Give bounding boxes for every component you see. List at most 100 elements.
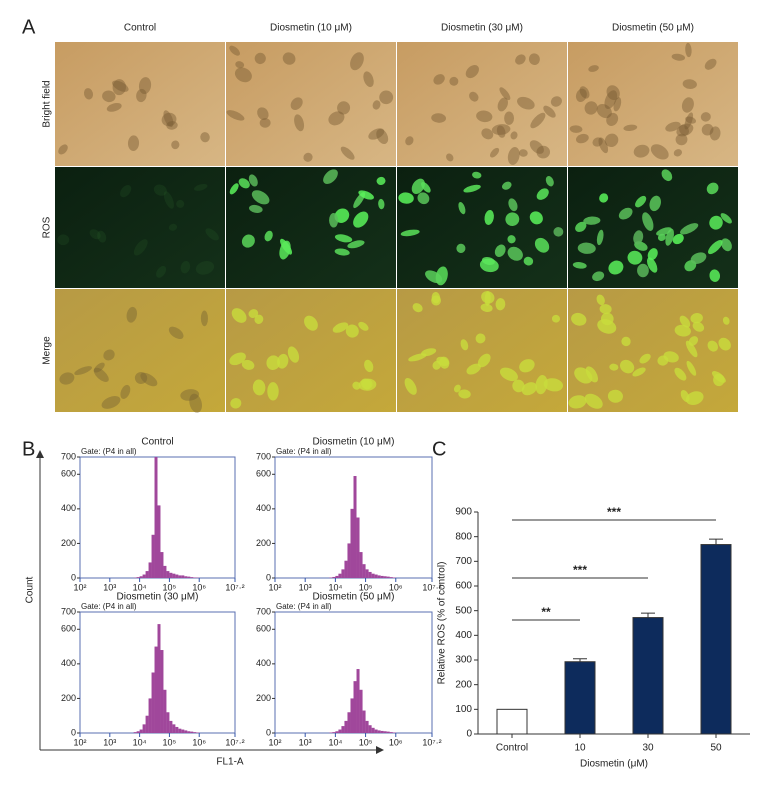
cell (504, 111, 515, 125)
x-tick-label: 10⁶ (192, 582, 206, 592)
y-tick-label: 0 (266, 572, 271, 582)
x-axis-label: Diosmetin (μM) (580, 759, 648, 770)
cell (136, 88, 147, 103)
cell (267, 382, 279, 401)
cell (491, 124, 511, 135)
y-tick-label: 600 (61, 624, 76, 634)
x-tick-label: 10⁴ (328, 582, 342, 592)
histogram-bar (145, 571, 149, 578)
significance-label: *** (607, 505, 621, 519)
cell (551, 314, 561, 323)
cell (604, 133, 619, 148)
histogram-bar (347, 712, 351, 733)
y-tick-label: 0 (71, 572, 76, 582)
histogram-bar (383, 731, 387, 733)
cell (166, 121, 178, 130)
cell (329, 213, 339, 228)
cell (512, 379, 525, 393)
cell (676, 123, 694, 137)
cell (627, 250, 643, 265)
x-tick-label: 10⁴ (133, 737, 147, 747)
x-axis-label: FL1-A (216, 757, 244, 768)
cell (534, 237, 550, 253)
cell (633, 144, 650, 158)
cell (323, 169, 338, 184)
histogram-bar (389, 732, 393, 733)
histogram-bar (359, 689, 363, 733)
cell (675, 133, 688, 146)
cell (417, 192, 430, 205)
cell (519, 359, 535, 373)
x-tick-label: 10² (268, 582, 281, 592)
x-tick-label: 10⁴ (328, 737, 342, 747)
x-tick-label: 10⁷·² (225, 737, 244, 747)
cell (523, 256, 534, 266)
cell (431, 291, 441, 304)
cell (508, 198, 518, 212)
histogram-bar (374, 574, 378, 578)
cell (621, 336, 631, 347)
cell (229, 183, 239, 195)
cell (671, 53, 686, 61)
cell (332, 322, 349, 333)
cell (290, 97, 303, 110)
histogram-bar (386, 576, 390, 578)
cell (59, 372, 75, 385)
cell (347, 240, 365, 249)
micrograph (226, 289, 396, 412)
histogram-bar (335, 731, 339, 733)
cell (639, 353, 651, 364)
cell (294, 114, 305, 132)
cell (685, 391, 704, 406)
histogram-bar (353, 681, 357, 733)
histogram-bar (139, 729, 143, 733)
cell (171, 140, 180, 150)
cell (345, 324, 359, 338)
micrograph (568, 42, 738, 166)
cell (328, 111, 345, 126)
chart-title: Control (141, 437, 173, 448)
cell (637, 263, 649, 278)
cell (358, 190, 374, 200)
cell (439, 356, 450, 369)
micrograph (55, 167, 225, 288)
histogram-bar (383, 576, 387, 578)
cell (156, 265, 167, 278)
cell (101, 396, 121, 409)
cell (248, 204, 263, 213)
histogram-bar (332, 732, 336, 733)
histogram-bar (169, 720, 173, 733)
cell (266, 355, 280, 370)
cell (499, 367, 518, 382)
cell (411, 178, 425, 195)
micrograph (226, 42, 396, 166)
cell (425, 270, 443, 284)
histogram-bar (356, 517, 360, 578)
histogram-bar (193, 577, 197, 578)
histogram-bar (148, 698, 152, 733)
histogram-bar (166, 571, 170, 578)
histogram-bar (136, 577, 140, 578)
micrograph (397, 42, 567, 166)
histogram-bar (380, 575, 384, 578)
x-tick-label: 10³ (103, 582, 116, 592)
histogram-bar (380, 730, 384, 733)
histogram-bar (154, 457, 158, 578)
cell (709, 215, 723, 230)
arrow-head (36, 450, 44, 458)
histogram-bar (160, 650, 164, 733)
x-tick-label: 10⁵ (359, 737, 373, 747)
bar (700, 544, 732, 735)
cell (709, 126, 721, 141)
cell (238, 178, 250, 189)
cell (720, 213, 732, 224)
histogram-bar (187, 731, 191, 733)
gate-label: Gate: (P4 in all) (276, 447, 332, 456)
histogram-bar (392, 732, 396, 733)
arrow-head (376, 746, 384, 754)
cell (577, 242, 596, 254)
cell (74, 366, 92, 376)
x-tick-label: 10³ (299, 582, 312, 592)
cell (585, 366, 598, 383)
cell (251, 190, 270, 205)
